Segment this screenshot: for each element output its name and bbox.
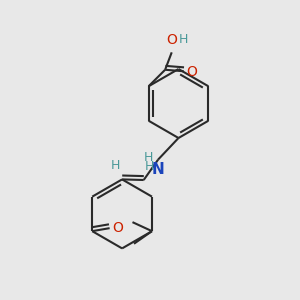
Text: H: H [143,151,153,164]
Text: H: H [110,159,120,172]
Text: O: O [187,65,198,79]
Text: H: H [144,160,154,173]
Text: H: H [178,33,188,46]
Text: O: O [166,33,177,47]
Text: N: N [152,162,164,177]
Text: O: O [112,221,124,235]
